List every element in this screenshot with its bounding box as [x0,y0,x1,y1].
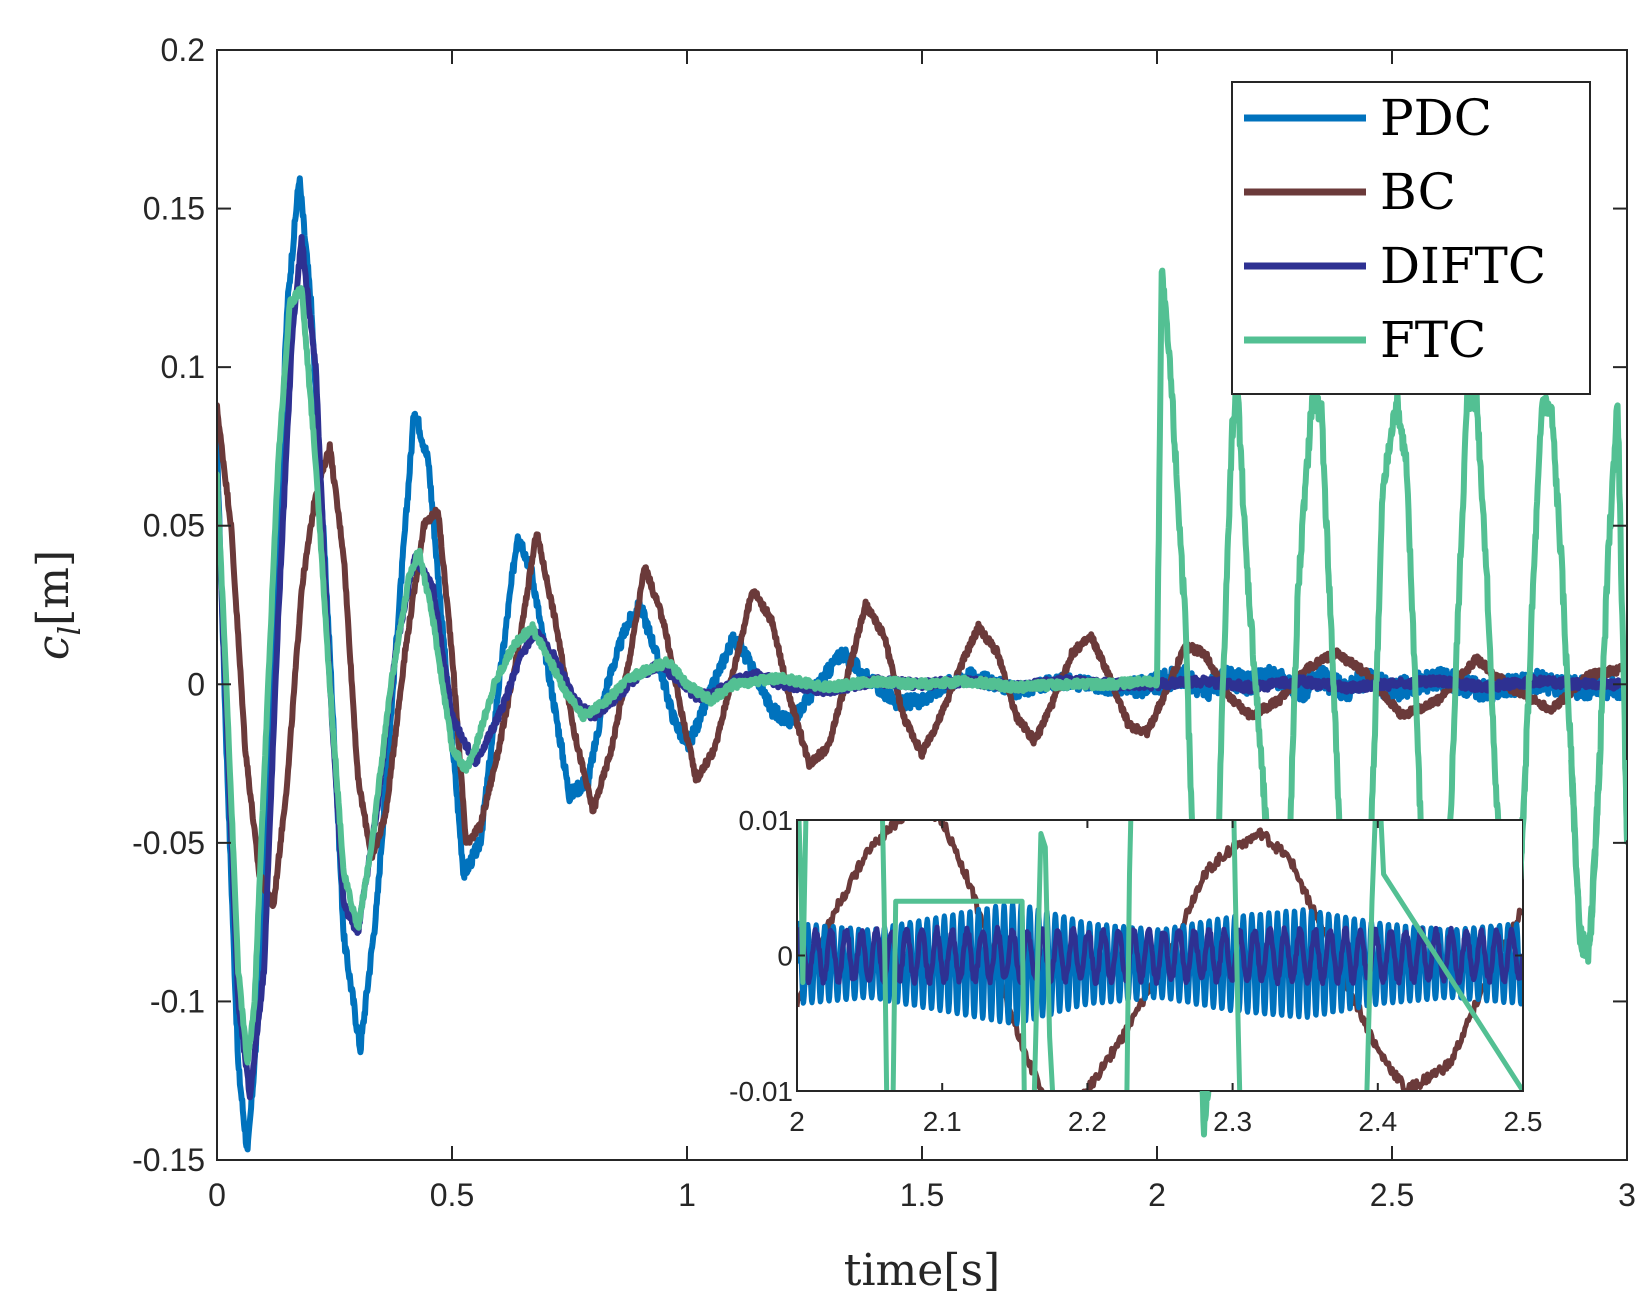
x-tick-label: 2 [1148,1177,1166,1213]
legend-label-bc: BC [1380,163,1456,221]
main-axes-box [216,49,1628,1161]
legend-label-pdc: PDC [1380,89,1492,147]
y-axis-label: cl[m] [28,550,88,660]
series-line-ftc [217,267,1627,1138]
y-tick-label: 0.1 [161,349,205,385]
inset-x-tick-label: 2.4 [1358,1106,1397,1137]
inset-x-tick-label: 2.3 [1213,1106,1252,1137]
x-tick-label: 2.5 [1370,1177,1414,1213]
inset-axes-box [796,819,1524,1092]
inset-series-line-diftc [797,924,1523,987]
x-tick-label: 3 [1618,1177,1636,1213]
inset-x-tick-label: 2 [789,1106,805,1137]
legend-label-diftc: DIFTC [1380,237,1546,295]
legend: PDC BC DIFTC FTC [1231,81,1591,395]
x-tick-label: 1.5 [900,1177,944,1213]
inset-y-tick-label: 0 [777,941,793,972]
x-tick-label: 0 [208,1177,226,1213]
inset-series-line-ftc [797,820,1523,1091]
y-tick-label: 0.2 [161,32,205,68]
inset-y-tick-label: -0.01 [729,1076,793,1107]
x-tick-label: 1 [678,1177,696,1213]
inset-x-tick-label: 2.5 [1504,1106,1543,1137]
y-tick-label: 0 [187,666,205,702]
x-tick-label: 0.5 [430,1177,474,1213]
inset-series-group [797,820,1523,1091]
legend-entries: PDC BC DIFTC FTC [1244,89,1546,369]
y-tick-label: -0.05 [132,825,205,861]
y-tick-label: 0.15 [143,191,205,227]
inset-x-tick-label: 2.1 [923,1106,962,1137]
inset-axes: 2 2.1 2.2 2.3 2.4 2.5 -0.01 0 0.01 [729,805,1542,1137]
main-tick-labels: 0 0.5 1 1.5 2 2.5 3 -0.15 -0.1 -0.05 0 0.05 0.1 0.15 0… [132,32,1636,1213]
y-axis-label-unit: [m] [28,550,79,626]
series-line-bc [217,402,1627,909]
x-axis-label: time[s] [844,1245,1000,1296]
inset-x-tick-label: 2.2 [1068,1106,1107,1137]
y-tick-label: 0.05 [143,508,205,544]
inset-tick-labels: 2 2.1 2.2 2.3 2.4 2.5 -0.01 0 0.01 [729,805,1542,1137]
y-tick-label: -0.1 [150,983,205,1019]
legend-label-ftc: FTC [1380,311,1486,369]
main-series-group [217,175,1627,1153]
y-axis-label-subscript: l [53,626,88,636]
y-axis-label-symbol: c [28,636,79,661]
y-tick-label: -0.15 [132,1142,205,1178]
inset-y-tick-label: 0.01 [739,805,794,836]
